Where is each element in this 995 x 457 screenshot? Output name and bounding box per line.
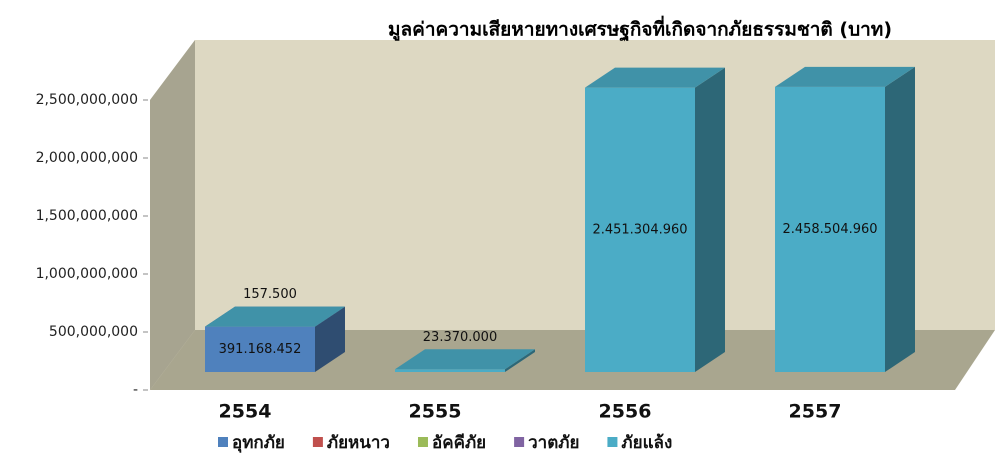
- y-tick-label: 2,500,000,000: [36, 92, 138, 108]
- x-tick-label: 2554: [219, 401, 272, 423]
- y-tick-label: -: [133, 382, 138, 398]
- side-wall: [150, 40, 195, 390]
- legend-swatch: [514, 437, 525, 447]
- legend-label: ภัยหนาว: [327, 433, 390, 453]
- legend-label: อัคคีภัย: [432, 432, 486, 453]
- x-tick-label: 2555: [409, 401, 462, 423]
- bar-front: [775, 86, 885, 373]
- legend-label: วาตภัย: [528, 433, 579, 453]
- bar-front: [205, 326, 315, 372]
- bar-side: [505, 349, 535, 372]
- y-tick-label: 1,500,000,000: [36, 208, 138, 224]
- legend-swatch: [312, 437, 323, 447]
- bar-top: [775, 66, 915, 87]
- chart-title: มูลค่าความเสียหายทางเศรษฐกิจที่เกิดจากภั…: [388, 16, 892, 43]
- data-label: 2.451.304.960: [592, 222, 687, 237]
- bar-side: [695, 67, 725, 373]
- legend-swatch: [417, 437, 428, 447]
- bar-top: [585, 67, 725, 88]
- data-label: 2.458.504.960: [782, 222, 877, 237]
- y-tick-label: 1,000,000,000: [36, 266, 138, 282]
- bar-side: [885, 66, 915, 373]
- x-tick-label: 2556: [599, 401, 652, 423]
- y-tick-label: 500,000,000: [49, 324, 138, 340]
- legend-swatch: [218, 437, 228, 447]
- legend-label: ภัยแล้ง: [621, 433, 672, 453]
- legend-swatch: [607, 437, 618, 447]
- bar-top: [395, 349, 535, 370]
- data-label: 391.168.452: [219, 342, 302, 357]
- data-label: 23.370.000: [423, 330, 497, 345]
- bar-side: [315, 306, 345, 327]
- bar-top: [205, 306, 345, 327]
- x-tick-label: 2557: [789, 401, 842, 423]
- bar-side: [315, 306, 345, 372]
- bar-front: [395, 369, 505, 372]
- data-label: 157.500: [243, 287, 297, 302]
- bar-front: [585, 87, 695, 373]
- legend-label: อุทกภัย: [232, 433, 285, 453]
- y-tick-label: 2,000,000,000: [36, 150, 138, 166]
